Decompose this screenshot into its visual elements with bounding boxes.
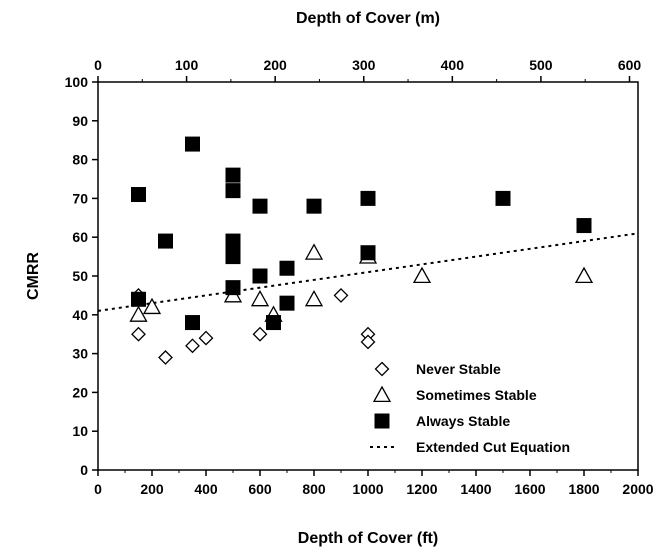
diamond-marker (360, 334, 376, 350)
square-marker (131, 291, 146, 307)
triangle-marker (142, 297, 162, 315)
y-tick-label: 30 (72, 346, 88, 362)
x-tick-label: 800 (302, 481, 326, 497)
square-marker (576, 218, 592, 234)
square-marker (185, 136, 200, 152)
x-tick-label: 1400 (460, 481, 491, 497)
square-marker (225, 167, 241, 183)
extended-cut-equation-line (97, 232, 639, 312)
triangle-marker (250, 289, 270, 307)
diamond-marker (198, 330, 214, 346)
top-x-axis-title: Depth of Cover (m) (296, 10, 440, 27)
x-axis-ticks: 0 200 400 600 800 1000 1200 1400 1600 1800 2000 (94, 470, 654, 497)
plot-area-frame (97, 81, 639, 471)
square-marker (225, 280, 241, 296)
square-marker (225, 183, 241, 199)
top-x-tick-label: 0 (94, 57, 102, 73)
x-tick-label: 1800 (568, 481, 599, 497)
x-axis-title: Depth of Cover (ft) (298, 530, 438, 547)
y-tick-label: 0 (80, 462, 88, 478)
top-x-tick-label: 500 (529, 57, 553, 73)
top-x-tick-label: 300 (352, 57, 376, 73)
triangle-marker (304, 289, 324, 307)
y-tick-label: 70 (72, 190, 88, 206)
square-marker (225, 249, 241, 265)
y-axis-title: CMRR (25, 252, 42, 300)
legend: Never Stable Sometimes Stable Always Stabl… (370, 361, 570, 455)
y-axis-ticks: 0 10 20 30 40 50 60 70 80 90 100 (65, 74, 98, 478)
x-tick-label: 200 (140, 481, 164, 497)
x-tick-label: 400 (194, 481, 218, 497)
square-marker (252, 198, 268, 214)
diamond-marker (158, 350, 173, 365)
y-tick-label: 80 (72, 152, 88, 168)
legend-square-sample (374, 413, 390, 429)
top-x-axis-ticks: 0 100 200 300 400 500 600 (94, 57, 641, 82)
square-marker (360, 245, 376, 261)
top-x-tick-label: 200 (263, 57, 287, 73)
x-tick-label: 1200 (406, 481, 437, 497)
square-marker (495, 190, 511, 206)
triangle-marker (412, 266, 432, 284)
top-x-tick-label: 600 (618, 57, 642, 73)
y-tick-label: 40 (72, 307, 88, 323)
square-marker (279, 260, 295, 276)
square-marker (185, 315, 200, 331)
y-tick-label: 60 (72, 229, 88, 245)
triangle-marker (304, 243, 324, 260)
square-marker (279, 295, 295, 311)
legend-label: Extended Cut Equation (416, 439, 570, 455)
square-marker (360, 190, 376, 206)
top-x-tick-label: 100 (175, 57, 199, 73)
square-marker (266, 315, 281, 331)
legend-label: Never Stable (416, 361, 501, 377)
diamond-marker (131, 326, 146, 342)
square-marker (131, 187, 146, 203)
diamond-marker (333, 287, 349, 303)
y-tick-label: 10 (72, 423, 88, 439)
square-marker (306, 198, 322, 214)
diamond-marker (252, 326, 268, 342)
square-marker (252, 268, 268, 284)
x-tick-label: 2000 (622, 481, 653, 497)
y-tick-label: 50 (72, 268, 88, 284)
legend-label: Sometimes Stable (416, 387, 537, 403)
legend-diamond-sample (374, 361, 390, 377)
legend-label: Always Stable (416, 413, 510, 429)
x-tick-label: 1000 (352, 481, 383, 497)
y-tick-label: 100 (65, 74, 89, 90)
legend-triangle-sample (372, 385, 392, 403)
triangle-marker (129, 305, 148, 322)
square-marker (158, 233, 173, 249)
triangle-marker (574, 266, 594, 284)
x-tick-label: 1600 (514, 481, 545, 497)
x-tick-label: 0 (94, 481, 102, 497)
data-markers (97, 136, 639, 365)
x-tick-label: 600 (248, 481, 272, 497)
top-x-tick-label: 400 (441, 57, 465, 73)
y-tick-label: 90 (72, 113, 88, 129)
diamond-marker (185, 338, 200, 354)
y-tick-label: 20 (72, 384, 88, 400)
